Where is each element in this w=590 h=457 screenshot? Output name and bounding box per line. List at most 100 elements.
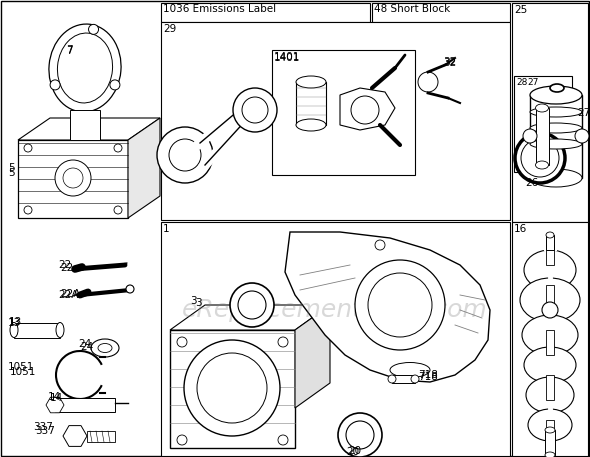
Text: 7: 7 [66,46,73,56]
Text: 22A: 22A [60,289,80,299]
Circle shape [55,160,91,196]
Circle shape [157,127,213,183]
Text: 28: 28 [516,78,527,87]
Bar [546,245,554,265]
Circle shape [278,435,288,445]
Bar [546,285,554,310]
Text: 27: 27 [527,78,538,87]
Bar [70,110,100,140]
Circle shape [338,413,382,457]
Text: 22: 22 [58,260,71,270]
Polygon shape [285,232,490,382]
Text: 32: 32 [443,57,456,67]
Text: 26: 26 [525,178,538,188]
Bar [392,375,415,383]
Bar [530,95,582,178]
Text: 27: 27 [577,108,590,118]
Circle shape [418,72,438,92]
Ellipse shape [545,452,555,457]
Text: 24: 24 [80,342,93,352]
Bar [536,108,549,165]
Ellipse shape [98,344,112,352]
Text: 25: 25 [514,5,527,15]
Ellipse shape [536,161,549,169]
Bar [18,140,128,218]
Ellipse shape [530,86,582,104]
Text: 5: 5 [8,163,15,173]
Text: 14: 14 [48,392,61,402]
Circle shape [346,421,374,449]
Text: 718: 718 [418,370,438,380]
Ellipse shape [550,84,564,92]
Polygon shape [170,305,330,330]
Text: 29: 29 [163,24,176,34]
Bar [296,82,326,125]
Circle shape [375,240,385,250]
Text: 1401: 1401 [274,52,300,62]
Text: 1051: 1051 [10,367,37,377]
Ellipse shape [545,427,555,433]
Bar [161,3,370,22]
Text: 337: 337 [33,422,53,432]
Text: 3: 3 [190,296,196,306]
Ellipse shape [91,339,119,357]
Polygon shape [340,88,395,130]
Circle shape [184,340,280,436]
Text: 1036 Emissions Label: 1036 Emissions Label [163,4,276,14]
Circle shape [278,337,288,347]
Bar [546,235,554,250]
Ellipse shape [524,347,576,383]
Bar [55,398,115,412]
Text: 48 Short Block: 48 Short Block [374,4,450,14]
Ellipse shape [546,232,554,238]
Text: 718: 718 [418,372,438,382]
Ellipse shape [526,377,574,413]
Text: 24: 24 [78,339,91,349]
Ellipse shape [530,169,582,187]
Text: 3: 3 [195,298,202,308]
Circle shape [24,144,32,152]
Circle shape [355,260,445,350]
Circle shape [242,97,268,123]
Ellipse shape [296,76,326,88]
Ellipse shape [411,375,419,383]
Text: 32: 32 [443,58,456,68]
Circle shape [523,129,537,143]
Circle shape [114,206,122,214]
Text: 1: 1 [163,224,170,234]
Circle shape [126,285,134,293]
Circle shape [233,88,277,132]
Bar [514,76,572,172]
Text: eReplacementParts.com: eReplacementParts.com [182,298,488,322]
Ellipse shape [57,33,113,103]
Ellipse shape [515,133,565,183]
Circle shape [114,144,122,152]
Text: 16: 16 [514,224,527,234]
Circle shape [50,80,60,90]
Bar [87,431,115,442]
Ellipse shape [521,139,559,177]
Circle shape [169,139,201,171]
Bar [372,3,510,22]
Text: 13: 13 [8,318,21,328]
Bar [512,3,588,222]
Bar [161,22,510,220]
Circle shape [110,80,120,90]
Ellipse shape [49,24,121,112]
Ellipse shape [390,362,430,377]
Ellipse shape [524,250,576,290]
Ellipse shape [10,323,18,338]
Ellipse shape [56,323,64,338]
Bar [545,430,555,455]
Text: 14: 14 [50,393,63,403]
Polygon shape [295,305,330,408]
Polygon shape [128,118,160,218]
Bar [161,222,510,456]
Text: 1051: 1051 [8,362,34,372]
Circle shape [368,273,432,337]
Text: 5: 5 [8,168,15,178]
Ellipse shape [522,315,578,355]
Polygon shape [18,118,160,140]
Ellipse shape [296,119,326,131]
Ellipse shape [530,107,582,117]
